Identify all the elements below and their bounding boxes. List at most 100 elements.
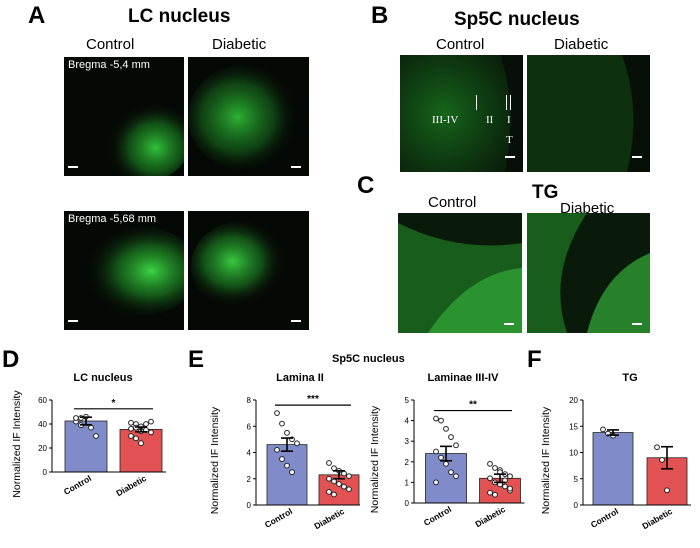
panel-label-d: D xyxy=(2,346,20,373)
significance-label: *** xyxy=(307,394,319,405)
scale-bar xyxy=(505,156,515,158)
data-point xyxy=(346,486,352,493)
y-tick-label: 2 xyxy=(405,458,410,467)
y-tick-label: 2 xyxy=(247,475,252,484)
panel-c-col-control: Control xyxy=(428,194,477,211)
x-category-label: Control xyxy=(62,473,93,497)
bar-diabetic xyxy=(318,474,360,506)
data-point xyxy=(88,424,94,431)
micrograph-sp5c-diabetic xyxy=(527,55,650,172)
chart-title: LC nucleus xyxy=(73,372,132,384)
chart-laminae-iii-iv: Laminae III-IV 0 1 2 3 4 5 Control Diabetic Norma… xyxy=(369,372,525,529)
data-point xyxy=(331,491,337,498)
data-point xyxy=(659,456,665,463)
micrograph-tg-control xyxy=(398,213,522,333)
panel-b-col-control: Control xyxy=(436,36,485,53)
y-tick-label: 0 xyxy=(574,501,579,510)
data-point xyxy=(507,473,513,480)
data-point xyxy=(274,446,280,453)
micrograph-lc-control-1-image xyxy=(64,57,184,176)
data-point xyxy=(133,435,139,442)
data-point xyxy=(148,429,154,436)
data-point xyxy=(128,419,134,426)
data-point xyxy=(443,460,449,467)
data-point xyxy=(487,475,493,482)
lamina-boundary-line xyxy=(506,95,507,110)
micrograph-sp5c-diabetic-image xyxy=(527,55,650,172)
data-point xyxy=(148,418,154,425)
data-point xyxy=(294,440,300,447)
data-point xyxy=(78,415,84,421)
data-point xyxy=(279,456,285,462)
data-point xyxy=(128,433,134,439)
lamina-label-ii: II xyxy=(486,114,494,126)
panel-label-a: A xyxy=(28,2,46,29)
tract-label: T xyxy=(506,134,513,146)
y-tick-label: 6 xyxy=(247,422,252,431)
panel-c-col-diabetic: Diabetic xyxy=(560,200,615,217)
y-tick-label: 20 xyxy=(569,396,578,405)
y-axis-label: Normalized IF Intensity xyxy=(369,405,381,513)
data-point xyxy=(433,479,439,486)
data-point xyxy=(664,487,670,494)
y-tick-label: 4 xyxy=(405,417,410,426)
micrograph-lc-diabetic-1 xyxy=(188,57,309,176)
x-category-label: Diabetic xyxy=(640,506,674,531)
data-point xyxy=(93,433,99,439)
data-point xyxy=(433,415,439,422)
panel-label-e: E xyxy=(188,346,205,373)
micrograph-sp5c-control: III-IV II I T xyxy=(400,55,523,172)
data-point xyxy=(443,425,449,432)
data-point xyxy=(453,442,459,449)
bregma-label-1: Bregma -5,4 mm xyxy=(68,59,150,71)
y-tick-label: 4 xyxy=(247,449,252,458)
scale-bar xyxy=(504,323,514,325)
data-point xyxy=(492,465,498,471)
scale-bar xyxy=(291,320,301,322)
data-point xyxy=(331,465,337,472)
data-point xyxy=(289,469,295,476)
panel-e-group-title: Sp5C nucleus xyxy=(332,353,405,365)
x-category-label: Diabetic xyxy=(312,506,346,531)
scale-bar xyxy=(291,166,301,168)
panel-a-col-control: Control xyxy=(86,36,135,53)
data-point xyxy=(433,448,439,455)
lamina-boundary-line xyxy=(510,95,511,110)
panel-label-b: B xyxy=(371,2,389,29)
chart-title: Laminae III-IV xyxy=(428,372,500,384)
data-point xyxy=(438,417,444,424)
y-tick-label: 0 xyxy=(43,468,48,477)
y-tick-label: 1 xyxy=(405,478,410,487)
data-point xyxy=(128,425,134,432)
data-point xyxy=(600,426,606,433)
lamina-label-iii-iv: III-IV xyxy=(432,114,459,126)
y-axis-label: Normalized IF Intensity xyxy=(540,406,552,514)
x-category-label: Control xyxy=(422,504,453,528)
panel-b-title: Sp5C nucleus xyxy=(454,9,580,30)
micrograph-lc-control-1: Bregma -5,4 mm xyxy=(64,57,184,176)
data-point xyxy=(502,483,508,490)
x-category-label: Diabetic xyxy=(114,473,148,498)
micrograph-lc-diabetic-2-image xyxy=(188,211,309,330)
y-tick-label: 60 xyxy=(38,396,47,405)
significance-label: * xyxy=(112,398,116,409)
data-point xyxy=(438,454,444,461)
x-category-label: Control xyxy=(589,506,620,530)
chart-lc-nucleus: LC nucleus 0 20 40 60 Control Diabetic Normaliz… xyxy=(11,372,166,498)
y-tick-label: 5 xyxy=(405,396,410,405)
data-point xyxy=(453,473,459,480)
x-category-label: Control xyxy=(263,506,294,530)
lamina-boundary-line xyxy=(476,95,477,110)
y-axis-label: Normalized IF Intensity xyxy=(209,406,221,514)
micrograph-tg-diabetic-image xyxy=(527,213,650,333)
scale-bar xyxy=(632,156,642,158)
micrograph-lc-control-2: Bregma -5,68 mm xyxy=(64,211,184,330)
scale-bar xyxy=(68,166,78,168)
data-point xyxy=(326,460,332,466)
micrograph-tg-control-image xyxy=(398,213,522,333)
data-point xyxy=(346,473,352,480)
y-tick-label: 3 xyxy=(405,437,410,446)
chart-title: Lamina II xyxy=(276,372,324,384)
chart-tg: TG 0 5 10 15 20 Control Diabetic Normalized IF I… xyxy=(540,372,691,531)
